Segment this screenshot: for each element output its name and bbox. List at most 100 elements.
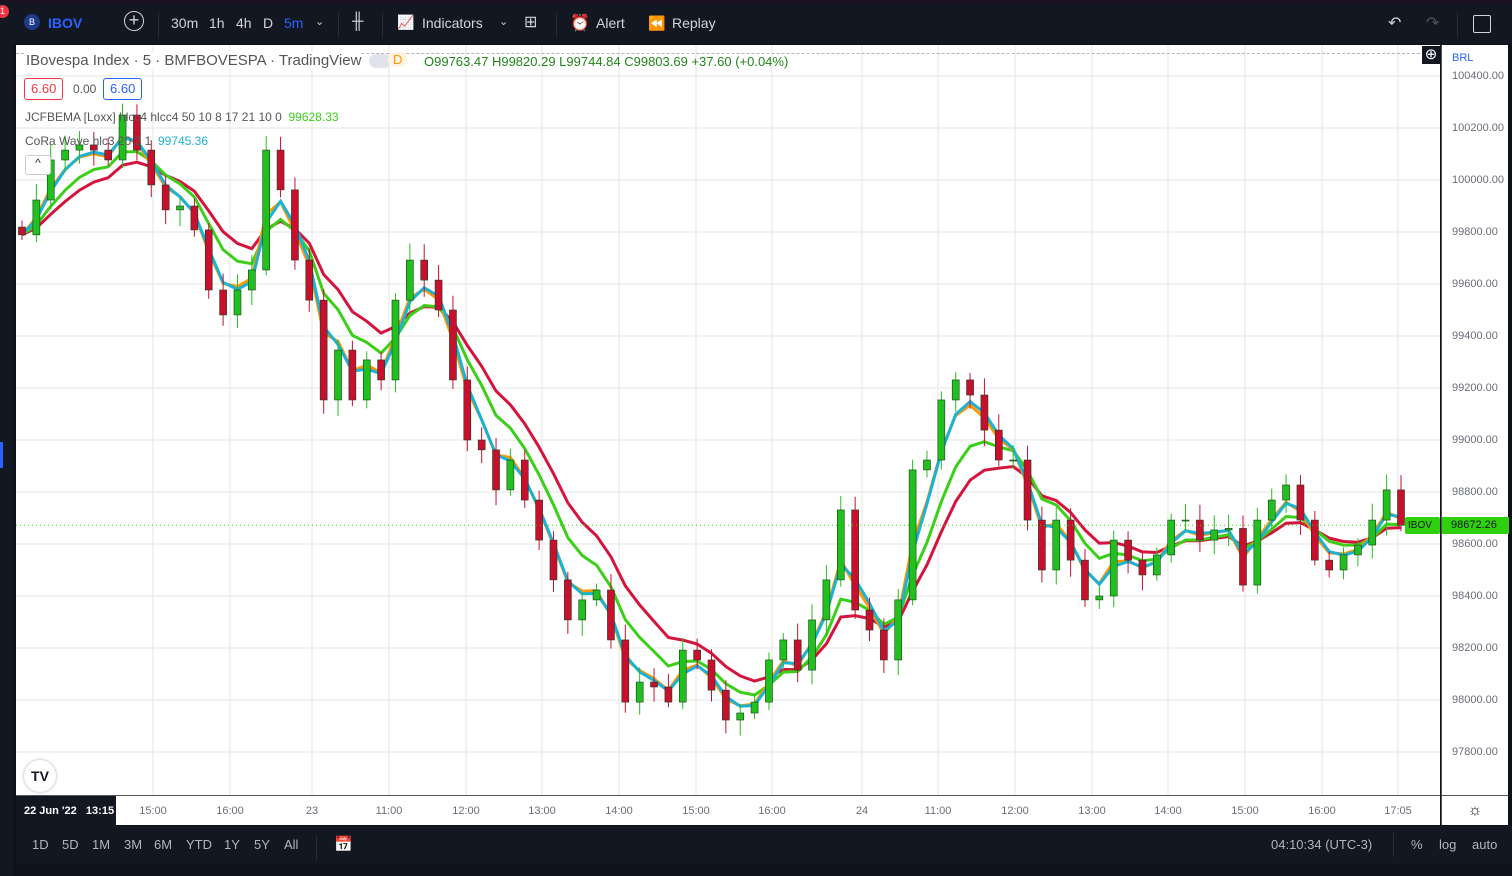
time-axis[interactable]: 22 Jun '22 13:15 15:00 16:00 23 11:00 12:00 1… [16, 795, 1440, 826]
indicator-cora-value: 99745.36 [157, 134, 209, 148]
range-6m[interactable]: 6M [154, 837, 173, 852]
delayed-badge[interactable]: D [388, 52, 408, 67]
range-ytd[interactable]: YTD [186, 837, 212, 852]
chart-settings-gear-icon[interactable]: ☼ [1441, 795, 1508, 825]
candle-down [348, 349, 357, 401]
notification-badge[interactable]: 1 [0, 5, 9, 18]
indicators-icon[interactable]: 📈 [397, 14, 415, 30]
candle-down [161, 184, 170, 211]
candle-down [793, 639, 802, 671]
candle-down [1138, 559, 1147, 576]
indicator-jcfbema-name: JCFBEMA [Loxx] hlcc4 hlcc4 50 10 8 17 21… [25, 110, 282, 124]
interval-1h[interactable]: 1h [209, 15, 225, 31]
interval-5m[interactable]: 5m [284, 15, 304, 31]
candle-up [1181, 519, 1190, 522]
range-all[interactable]: All [284, 837, 299, 852]
time-tick: 14:00 [605, 805, 633, 817]
candle-up [736, 712, 745, 721]
range-3m[interactable]: 3M [124, 837, 143, 852]
candle-down [420, 259, 429, 281]
auto-scale-toggle[interactable]: auto [1472, 837, 1498, 852]
candle-up [1109, 539, 1118, 597]
time-cursor-label: 22 Jun '22 13:15 [16, 796, 116, 826]
candle-down [147, 149, 156, 186]
candle-up [1267, 499, 1276, 521]
time-tick: 16:00 [216, 805, 244, 817]
alarm-clock-icon[interactable]: ⏰ [570, 15, 590, 32]
time-tick: 17:05 [1384, 805, 1412, 817]
sell-button[interactable]: 6.60 [24, 78, 64, 100]
price-tick: 97800.00 [1452, 746, 1498, 758]
candle-up [808, 619, 816, 671]
interval-d[interactable]: D [263, 15, 274, 31]
time-tick: 13:00 [528, 805, 556, 817]
interval-4h[interactable]: 4h [236, 15, 252, 31]
interval-30m[interactable]: 30m [171, 15, 199, 31]
last-price-label: 98672.26 [1442, 517, 1509, 534]
candle-up [1224, 528, 1233, 531]
candle-up [592, 589, 601, 601]
indicator-cora-name: CoRa Wave hlc3 20 2 1 [25, 134, 152, 148]
candle-up [1253, 519, 1262, 586]
candle-down [434, 279, 443, 311]
candle-down [463, 379, 472, 441]
candle-down [1325, 559, 1333, 571]
layout-grid-icon[interactable]: ⊞ [524, 14, 538, 31]
tradingview-logo-icon[interactable]: TV [24, 760, 56, 792]
spread-value: 0.00 [73, 82, 97, 96]
currency-selector[interactable]: BRL [1452, 52, 1474, 64]
candle-up [61, 149, 69, 161]
candle-down [664, 686, 673, 703]
range-5y[interactable]: 5Y [254, 837, 270, 852]
range-1m[interactable]: 1M [92, 837, 111, 852]
replay-button[interactable]: Replay [672, 15, 716, 31]
time-tick: 15:00 [139, 805, 167, 817]
indicator-cora-legend[interactable]: CoRa Wave hlc3 20 2 1 99745.36 [25, 134, 208, 148]
replay-icon[interactable]: ⏪ [648, 15, 666, 31]
fullscreen-icon[interactable] [1473, 15, 1491, 33]
add-plus-icon[interactable]: ⊕ [1422, 46, 1440, 64]
indicators-button[interactable]: Indicators [422, 15, 483, 31]
candle-down [1038, 519, 1046, 571]
price-axis[interactable]: BRL IBOV 98672.26 100400.00 100200.00 1000… [1405, 45, 1509, 825]
compare-add-icon[interactable]: + [124, 11, 144, 31]
candle-down [477, 439, 486, 451]
candles-chart-type-icon[interactable]: ╫ [352, 13, 364, 30]
candle-down [994, 429, 1003, 461]
undo-icon[interactable]: ↶ [1388, 15, 1402, 32]
chart-pane[interactable]: IBovespa Index · 5 · BMFBOVESPA · Tradin… [16, 45, 1440, 795]
candle-up [362, 359, 371, 401]
candle-up [635, 681, 644, 703]
price-tick: 98200.00 [1452, 642, 1498, 654]
candle-up [678, 649, 687, 703]
candle-up [233, 289, 242, 316]
buy-button[interactable]: 6.60 [103, 78, 143, 100]
candle-down [1023, 459, 1032, 521]
candle-down [1196, 519, 1204, 541]
log-scale-toggle[interactable]: log [1439, 837, 1457, 852]
candle-down [276, 149, 285, 191]
goto-date-calendar-icon[interactable]: 📅 [334, 836, 353, 853]
range-1y[interactable]: 1Y [224, 837, 240, 852]
indicator-jcfbema-value: 99628.33 [288, 110, 339, 124]
candle-up [1052, 519, 1061, 571]
chart-title[interactable]: IBovespa Index · 5 · BMFBOVESPA · Tradin… [26, 52, 362, 69]
indicator-jcfbema-legend[interactable]: JCFBEMA [Loxx] hlcc4 hlcc4 50 10 8 17 21… [25, 110, 339, 124]
redo-icon[interactable]: ↷ [1426, 15, 1440, 32]
fast-ma-line [20, 133, 1402, 708]
percent-scale-toggle[interactable]: % [1411, 837, 1423, 852]
price-chart[interactable] [16, 45, 1440, 795]
candle-up [32, 199, 41, 236]
symbol-search[interactable]: IBOV [48, 15, 83, 31]
candle-up [75, 144, 84, 151]
collapse-legend-chevron-up-icon[interactable]: ^ [25, 155, 51, 175]
candle-down [1066, 519, 1075, 561]
candle-down [851, 509, 859, 611]
candle-up [1153, 554, 1161, 576]
range-1d[interactable]: 1D [32, 837, 49, 852]
timezone-clock[interactable]: 04:10:34 (UTC-3) [1271, 837, 1373, 852]
indicators-chevron-down-icon[interactable]: ⌄ [499, 16, 509, 28]
range-5d[interactable]: 5D [62, 837, 79, 852]
interval-chevron-down-icon[interactable]: ⌄ [315, 16, 325, 28]
alert-button[interactable]: Alert [596, 15, 625, 31]
